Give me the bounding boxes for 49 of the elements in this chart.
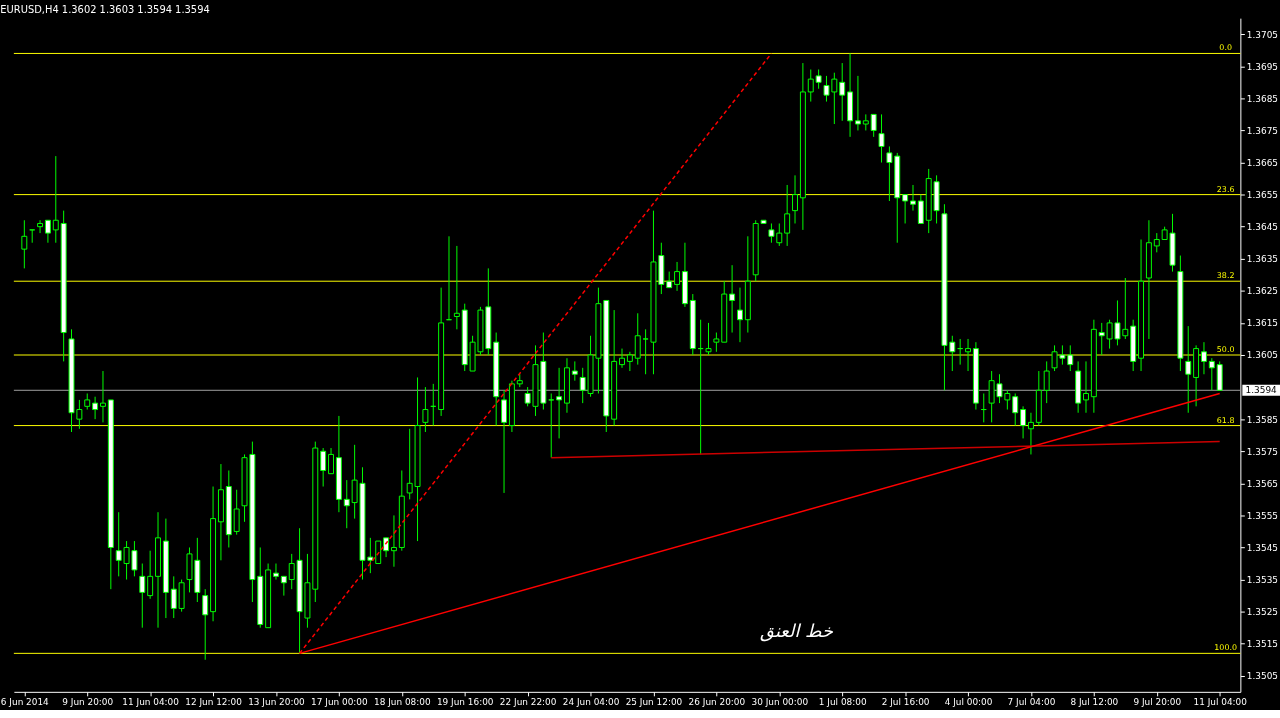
annotation: 50.0: [1216, 345, 1235, 355]
x-tick-label: 2 Jul 16:00: [881, 697, 930, 708]
y-tick-label: 1.3555: [1246, 510, 1278, 521]
y-tick-label: 1.3655: [1246, 190, 1278, 201]
x-tick-label: 9 Jul 20:00: [1133, 697, 1182, 708]
x-tick-label: 18 Jun 08:00: [374, 697, 431, 708]
y-tick-label: 1.3635: [1246, 254, 1278, 265]
x-tick-label: 13 Jun 20:00: [248, 697, 306, 708]
annotation: 0.0: [1219, 43, 1232, 53]
annotation: خط العنق: [760, 620, 834, 643]
y-tick-label: 1.3575: [1246, 446, 1278, 457]
x-tick-label: 1 Jul 08:00: [818, 697, 867, 708]
y-tick-label: 1.3705: [1246, 29, 1278, 40]
y-tick-label: 1.3545: [1246, 542, 1278, 553]
annotation: 100.0: [1214, 643, 1237, 653]
y-tick-label: 1.3565: [1246, 478, 1278, 489]
x-tick-label: 30 Jun 00:00: [751, 697, 809, 708]
x-tick-label: 26 Jun 20:00: [688, 697, 746, 708]
chart-title: EURUSD,H4 1.3602 1.3603 1.3594 1.3594: [0, 4, 210, 16]
y-tick-label: 1.3515: [1246, 639, 1278, 650]
annotation: 23.6: [1216, 184, 1235, 194]
x-tick-label: 11 Jun 04:00: [122, 697, 180, 708]
x-tick-label: 25 Jun 12:00: [625, 697, 683, 708]
y-tick-label: 1.3615: [1246, 318, 1278, 329]
y-tick-label: 1.3535: [1246, 575, 1278, 586]
x-tick-label: 9 Jun 20:00: [62, 697, 114, 708]
x-tick-label: 12 Jun 12:00: [185, 697, 243, 708]
y-tick-label: 1.3685: [1246, 93, 1278, 104]
y-tick-label: 1.3645: [1246, 222, 1278, 233]
y-tick-label: 1.3695: [1246, 61, 1278, 72]
y-tick-label: 1.3625: [1246, 286, 1278, 297]
y-tick-label: 1.3525: [1246, 607, 1278, 618]
x-tick-label: 8 Jul 12:00: [1070, 697, 1119, 708]
y-tick-label: 1.3605: [1246, 350, 1278, 361]
x-tick-label: 7 Jul 04:00: [1007, 697, 1056, 708]
y-tick-label: 1.3665: [1246, 157, 1278, 168]
x-tick-label: 6 Jun 2014: [0, 697, 50, 708]
y-tick-label: 1.3675: [1246, 125, 1278, 136]
annotation: 38.2: [1216, 271, 1235, 281]
y-tick-label: 1.3585: [1246, 414, 1278, 425]
x-tick-label: 11 Jul 04:00: [1193, 697, 1248, 708]
x-tick-label: 4 Jul 00:00: [944, 697, 993, 708]
x-tick-label: 17 Jun 00:00: [311, 697, 369, 708]
x-tick-label: 24 Jun 04:00: [562, 697, 620, 708]
ref-line-label: 1.3594: [1245, 385, 1278, 396]
annotation: 61.8: [1216, 415, 1235, 425]
x-tick-label: 22 Jun 22:00: [499, 697, 557, 708]
y-tick-label: 1.3505: [1246, 671, 1278, 682]
x-tick-label: 19 Jun 16:00: [436, 697, 494, 708]
